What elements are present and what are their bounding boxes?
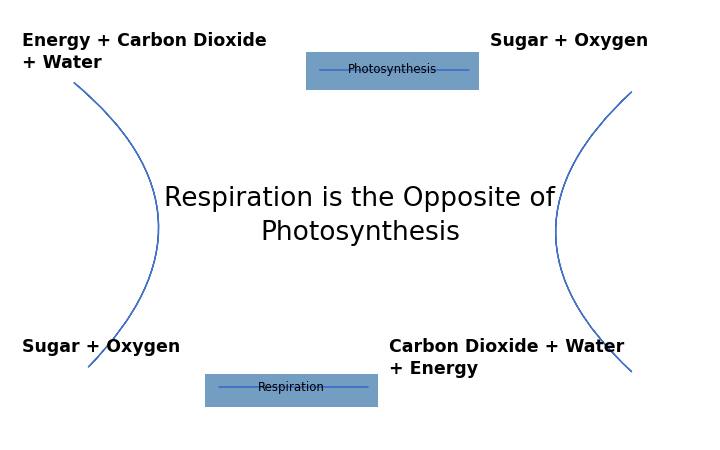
Text: Respiration: Respiration [258, 381, 325, 393]
Text: Sugar + Oxygen: Sugar + Oxygen [22, 338, 180, 356]
FancyArrowPatch shape [556, 92, 631, 372]
Text: Sugar + Oxygen: Sugar + Oxygen [490, 32, 648, 50]
Text: Respiration is the Opposite of
Photosynthesis: Respiration is the Opposite of Photosynt… [164, 186, 556, 246]
Text: Carbon Dioxide + Water
+ Energy: Carbon Dioxide + Water + Energy [389, 338, 624, 378]
Text: Photosynthesis: Photosynthesis [348, 63, 437, 76]
FancyArrowPatch shape [74, 83, 158, 367]
FancyBboxPatch shape [205, 374, 378, 407]
Text: Energy + Carbon Dioxide
+ Water: Energy + Carbon Dioxide + Water [22, 32, 266, 72]
FancyBboxPatch shape [306, 52, 479, 90]
